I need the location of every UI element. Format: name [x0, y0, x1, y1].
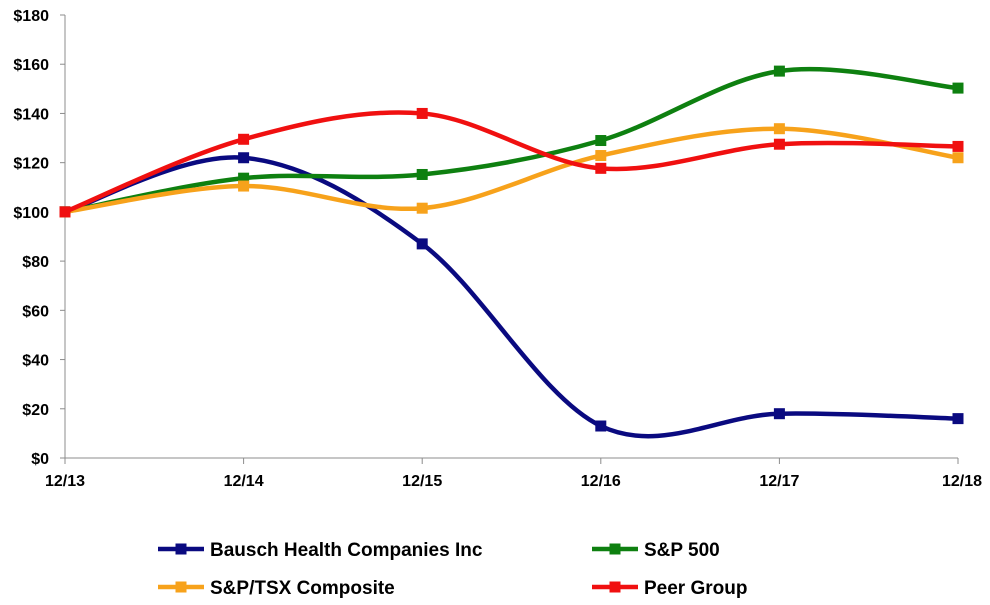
data-point: [595, 162, 607, 174]
series-line: [64, 155, 959, 439]
data-point: [773, 123, 785, 135]
data-point: [416, 202, 428, 214]
y-tick-label: $140: [13, 106, 49, 123]
data-point: [595, 135, 607, 147]
data-point: [416, 238, 428, 250]
data-point: [773, 138, 785, 150]
y-tick-label: $60: [22, 303, 49, 320]
legend-swatch-marker: [175, 543, 187, 555]
data-point: [59, 206, 71, 218]
data-point: [952, 140, 964, 152]
legend-item: S&P/TSX Composite: [158, 578, 395, 599]
data-point: [416, 107, 428, 119]
legend-label: Bausch Health Companies Inc: [210, 540, 483, 561]
data-point: [238, 152, 250, 164]
y-tick-label: $40: [22, 353, 49, 370]
legend-item: Peer Group: [592, 578, 747, 599]
y-tick-label: $120: [13, 156, 49, 173]
legend-label: Peer Group: [644, 578, 747, 599]
x-tick-label: 12/16: [581, 473, 621, 490]
legend-label: S&P/TSX Composite: [210, 578, 395, 599]
x-tick-label: 12/18: [942, 473, 982, 490]
data-point: [238, 180, 250, 192]
series-3: [59, 107, 964, 218]
legend-label: S&P 500: [644, 540, 720, 561]
data-point: [416, 168, 428, 180]
y-tick-label: $20: [22, 402, 49, 419]
x-tick-label: 12/13: [45, 473, 85, 490]
data-point: [595, 150, 607, 162]
data-point: [238, 133, 250, 145]
data-point: [773, 65, 785, 77]
axes: $0 $20 $40 $60 $80 $100 $120 $140 $160 $180 12/13 1…: [13, 8, 982, 490]
series-line: [64, 126, 959, 215]
y-tick-label: $0: [31, 451, 49, 468]
legend: Bausch Health Companies Inc S&P 500 S&P/TS…: [158, 540, 747, 599]
legend-swatch-marker: [609, 581, 621, 593]
data-point: [238, 172, 250, 184]
x-tick-label: 12/14: [224, 473, 264, 490]
legend-item: Bausch Health Companies Inc: [158, 540, 483, 561]
series-line: [64, 66, 959, 215]
data-point: [952, 152, 964, 164]
legend-swatch-marker: [175, 581, 187, 593]
legend-swatch-marker: [609, 543, 621, 555]
series-line: [64, 110, 959, 214]
series-0: [59, 152, 964, 439]
y-tick-label: $100: [13, 205, 49, 222]
x-tick-label: 12/15: [402, 473, 442, 490]
data-point: [595, 420, 607, 432]
y-tick-label: $160: [13, 57, 49, 74]
y-tick-label: $180: [13, 8, 49, 25]
data-point: [952, 413, 964, 425]
x-tick-label: 12/17: [759, 473, 799, 490]
series-layer: [59, 65, 964, 439]
data-point: [773, 408, 785, 420]
series-2: [59, 123, 964, 218]
legend-item: S&P 500: [592, 540, 720, 561]
data-point: [952, 82, 964, 94]
y-tick-label: $80: [22, 254, 49, 271]
